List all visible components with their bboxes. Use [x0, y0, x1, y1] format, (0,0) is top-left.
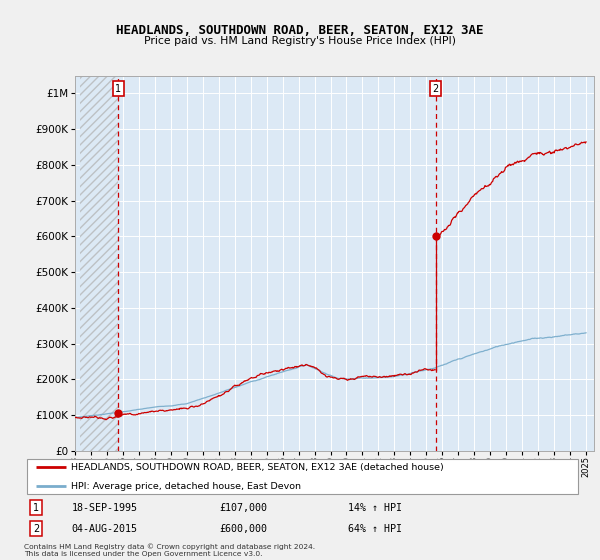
Text: 2: 2	[433, 84, 439, 94]
Text: 1: 1	[33, 503, 40, 512]
Text: 18-SEP-1995: 18-SEP-1995	[71, 503, 137, 512]
Text: £600,000: £600,000	[220, 524, 267, 534]
Text: 2: 2	[33, 524, 40, 534]
Bar	[80, 76, 118, 451]
Bar	[80, 76, 118, 451]
FancyBboxPatch shape	[27, 459, 578, 494]
Text: HEADLANDS, SOUTHDOWN ROAD, BEER, SEATON, EX12 3AE: HEADLANDS, SOUTHDOWN ROAD, BEER, SEATON,…	[116, 24, 484, 37]
Text: 14% ↑ HPI: 14% ↑ HPI	[347, 503, 401, 512]
Text: Contains HM Land Registry data © Crown copyright and database right 2024.
This d: Contains HM Land Registry data © Crown c…	[24, 543, 315, 557]
Text: 1: 1	[115, 84, 121, 94]
Text: 64% ↑ HPI: 64% ↑ HPI	[347, 524, 401, 534]
Text: HPI: Average price, detached house, East Devon: HPI: Average price, detached house, East…	[71, 482, 301, 491]
Text: HEADLANDS, SOUTHDOWN ROAD, BEER, SEATON, EX12 3AE (detached house): HEADLANDS, SOUTHDOWN ROAD, BEER, SEATON,…	[71, 463, 444, 472]
Text: £107,000: £107,000	[220, 503, 267, 512]
Text: Price paid vs. HM Land Registry's House Price Index (HPI): Price paid vs. HM Land Registry's House …	[144, 36, 456, 46]
Text: 04-AUG-2015: 04-AUG-2015	[71, 524, 137, 534]
